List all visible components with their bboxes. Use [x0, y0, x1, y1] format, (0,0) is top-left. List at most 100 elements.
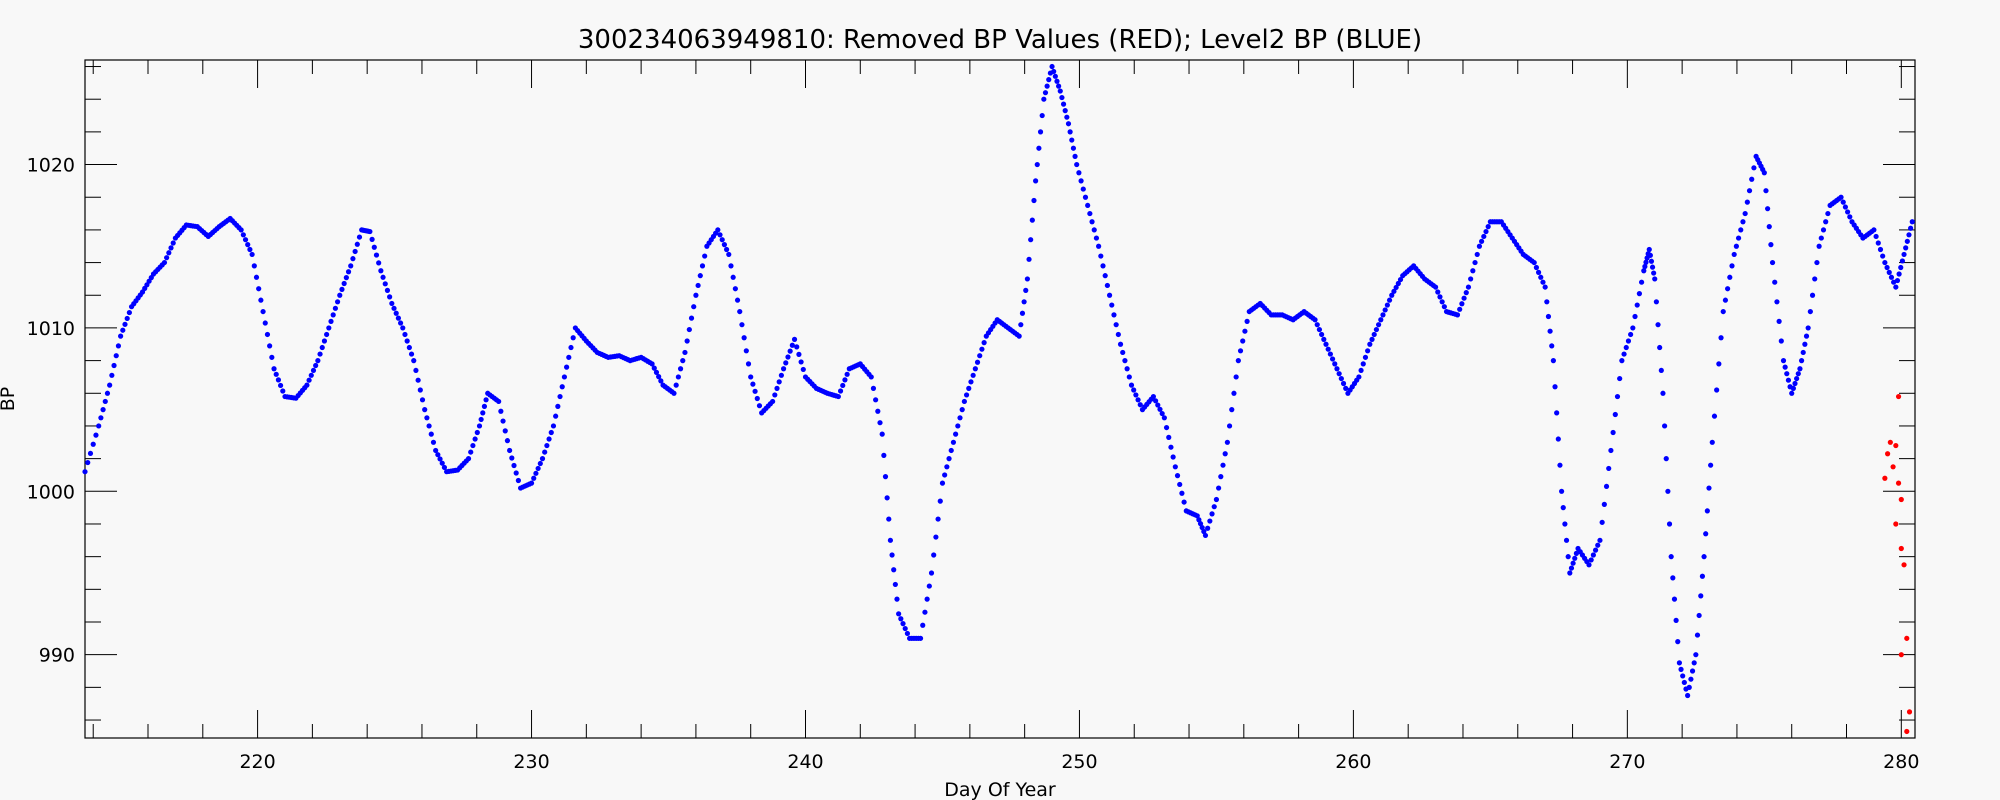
level2-bp-point: [1174, 473, 1181, 479]
level2-bp-point: [120, 327, 126, 333]
level2-bp-point: [1894, 277, 1901, 284]
level2-bp-point: [1562, 521, 1568, 527]
level2-bp-point: [500, 418, 506, 424]
level2-bp-point: [1389, 292, 1395, 298]
level2-bp-point: [1559, 488, 1565, 494]
level2-bp-point: [1761, 170, 1767, 176]
level2-bp-point: [946, 456, 952, 462]
level2-bp-point: [732, 286, 738, 292]
level2-bp-point: [85, 459, 91, 466]
level2-bp-point: [1608, 447, 1614, 454]
level2-bp-point: [557, 393, 563, 400]
level2-bp-point: [1873, 233, 1879, 240]
level2-bp-point: [1441, 304, 1447, 310]
level2-bp-point: [728, 263, 734, 269]
level2-bp-point: [1686, 684, 1692, 690]
level2-bp-point: [750, 381, 756, 387]
level2-bp-point: [1565, 554, 1571, 560]
level2-bp-point: [798, 359, 804, 365]
level2-bp-point: [269, 354, 275, 360]
level2-bp-point: [1653, 299, 1659, 305]
level2-bp-point: [1384, 302, 1390, 308]
level2-bp-point: [1825, 210, 1831, 217]
level2-bp-point: [1391, 288, 1397, 294]
level2-bp-point: [1367, 341, 1373, 347]
level2-bp-point: [1157, 406, 1163, 412]
level2-bp-point: [783, 360, 789, 366]
level2-bp-point: [1205, 525, 1211, 531]
level2-bp-point: [82, 469, 88, 475]
level2-bp-point: [550, 423, 557, 429]
level2-bp-point: [315, 358, 321, 364]
level2-bp-point: [393, 310, 399, 316]
level2-bp-point: [1202, 532, 1209, 539]
level2-bp-point: [1662, 423, 1668, 429]
level2-bp-point: [1888, 274, 1895, 280]
level2-bp-point: [1714, 387, 1720, 393]
level2-bp-point: [1340, 380, 1347, 387]
level2-bp-point: [240, 232, 246, 238]
level2-bp-point: [892, 581, 898, 588]
level2-bp-point: [1599, 519, 1605, 525]
level2-bp-point: [889, 552, 895, 558]
level2-bp-point: [356, 234, 363, 240]
level2-bp-point: [1319, 331, 1325, 338]
level2-bp-point: [1886, 269, 1892, 275]
level2-bp-point: [424, 415, 430, 421]
level2-bp-point: [380, 274, 386, 280]
level2-bp-point: [1610, 429, 1616, 436]
level2-bp-point: [1120, 349, 1126, 356]
x-tick-label: 280: [1883, 751, 1919, 773]
level2-bp-point: [1634, 302, 1640, 308]
level2-bp-point: [1778, 338, 1784, 344]
removed-bp-point: [1906, 709, 1913, 715]
removed-bp-point: [1885, 451, 1891, 457]
level2-bp-point: [933, 534, 939, 540]
level2-bp-point: [1666, 521, 1673, 527]
level2-bp-point: [1906, 232, 1912, 238]
level2-bp-point: [1179, 490, 1185, 496]
level2-bp-point: [1545, 313, 1552, 320]
level2-bp-point: [1336, 371, 1342, 377]
level2-bp-point: [1064, 114, 1070, 120]
level2-bp-point: [275, 377, 282, 383]
level2-bp-point: [1474, 251, 1480, 258]
level2-bp-point: [555, 403, 561, 409]
y-tick-label: 1000: [27, 481, 75, 503]
level2-bp-point: [1603, 483, 1610, 490]
level2-bp-point: [391, 305, 397, 311]
level2-bp-point: [1074, 161, 1080, 168]
level2-bp-point: [304, 382, 310, 388]
plot-frame: [84, 59, 1916, 739]
level2-bp-point: [354, 241, 360, 247]
level2-bp-point: [1691, 660, 1697, 666]
level2-bp-point: [1838, 194, 1844, 200]
removed-bp-point: [1890, 464, 1896, 470]
level2-bp-point: [548, 429, 554, 436]
level2-bp-point: [682, 349, 688, 356]
level2-bp-point: [723, 246, 730, 253]
level2-bp-point: [977, 353, 983, 359]
level2-bp-point: [656, 374, 662, 380]
level2-bp-point: [478, 416, 484, 423]
level2-bp-point: [435, 452, 441, 458]
level2-bp-point: [1884, 264, 1890, 271]
level2-bp-point: [743, 348, 749, 354]
level2-bp-point: [837, 388, 844, 394]
level2-bp-point: [963, 392, 970, 398]
level2-bp-point: [87, 450, 94, 457]
level2-bp-point: [1057, 88, 1063, 94]
level2-bp-point: [881, 452, 887, 458]
level2-bp-point: [671, 390, 677, 396]
level2-bp-point: [1111, 312, 1117, 318]
level2-bp-point: [1538, 274, 1544, 280]
level2-bp-point: [1675, 639, 1681, 645]
level2-bp-point: [1597, 537, 1603, 543]
level2-bp-point: [677, 366, 684, 372]
level2-bp-point: [1812, 276, 1818, 282]
level2-bp-point: [842, 377, 848, 383]
level2-bp-point: [1325, 346, 1331, 352]
removed-bp-point: [1898, 496, 1904, 503]
level2-bp-point: [170, 240, 176, 246]
level2-bp-point: [1572, 555, 1578, 561]
